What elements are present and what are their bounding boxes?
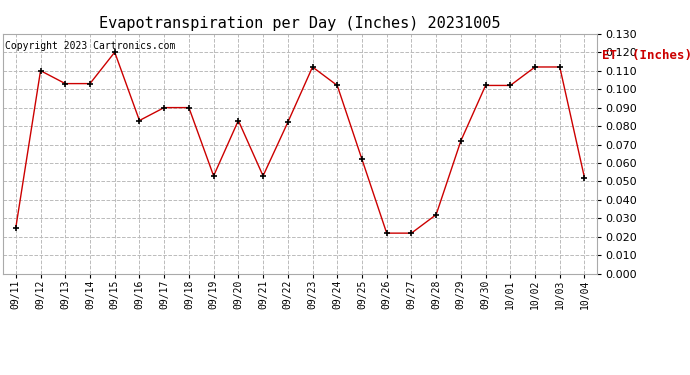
Text: ET  (Inches): ET (Inches) <box>602 49 690 62</box>
Title: Evapotranspiration per Day (Inches) 20231005: Evapotranspiration per Day (Inches) 2023… <box>99 16 501 31</box>
Text: Copyright 2023 Cartronics.com: Copyright 2023 Cartronics.com <box>5 41 175 51</box>
